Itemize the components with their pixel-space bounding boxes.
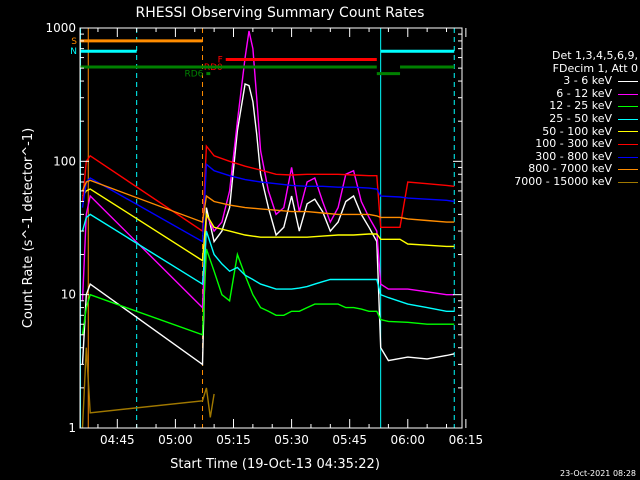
legend-entry: 25 - 50 keV bbox=[482, 111, 638, 126]
legend-entry-label: 800 - 7000 keV bbox=[528, 162, 612, 176]
legend-entry: 7000 - 15000 keV bbox=[482, 174, 638, 189]
legend-swatch bbox=[618, 156, 638, 158]
x-tick-label-4: 05:45 bbox=[332, 433, 367, 447]
series-line-6 bbox=[81, 162, 455, 243]
annotation-label-3: F bbox=[218, 56, 223, 66]
axes: 1 10 100 1000 04:45 05:00 05:15 05:30 05:45 06:00… bbox=[45, 21, 483, 447]
legend-entry: 300 - 800 keV bbox=[482, 149, 638, 164]
legend-entry-label: 3 - 6 keV bbox=[563, 74, 612, 88]
series-line-0 bbox=[81, 83, 455, 366]
series-line-7 bbox=[81, 179, 455, 224]
y-tick-label-1: 10 bbox=[61, 288, 76, 302]
legend-swatch bbox=[618, 118, 638, 120]
legend-detector-line: Det 1,3,4,5,6,9, bbox=[551, 49, 638, 62]
legend-swatch bbox=[618, 80, 638, 82]
series-line-4 bbox=[81, 188, 455, 262]
legend-swatch bbox=[618, 181, 638, 183]
annotation-label-7: RD6 bbox=[184, 70, 203, 80]
x-tick-label-2: 05:15 bbox=[216, 433, 251, 447]
chart-title: RHESSI Observing Summary Count Rates bbox=[136, 5, 425, 21]
legend-swatch bbox=[618, 131, 638, 133]
plot-frame bbox=[79, 27, 463, 429]
annotation-label-1: N bbox=[70, 47, 77, 57]
legend-entry: 3 - 6 keV bbox=[482, 75, 638, 88]
x-tick-label-3: 05:30 bbox=[274, 433, 309, 447]
series-line-2 bbox=[81, 248, 455, 336]
x-tick-label-5: 06:00 bbox=[390, 433, 425, 447]
plot-area: SNFRD0RD6 bbox=[70, 28, 455, 429]
legend-entry-label: 300 - 800 keV bbox=[535, 149, 612, 163]
y-tick-label-3: 1000 bbox=[45, 21, 76, 35]
legend-entry-label: 7000 - 15000 keV bbox=[514, 174, 612, 188]
x-axis-label: Start Time (19-Oct-13 04:35:22) bbox=[170, 457, 380, 472]
annotation-label-0: S bbox=[71, 37, 77, 47]
x-tick-label-6: 06:15 bbox=[449, 433, 484, 447]
legend-entry: 100 - 300 keV bbox=[482, 138, 638, 151]
legend-entries: 3 - 6 keV 6 - 12 keV 12 - 25 keV 25 - 50 ke… bbox=[482, 75, 638, 188]
generated-timestamp: 23-Oct-2021 08:28 bbox=[560, 469, 636, 478]
legend-decimation-line: FDecim 1, Att 0 bbox=[552, 61, 638, 75]
legend-entry: 800 - 7000 keV bbox=[482, 163, 638, 176]
y-tick-label-2: 100 bbox=[53, 154, 76, 168]
series-line-3 bbox=[81, 213, 455, 312]
x-tick-label-1: 05:00 bbox=[158, 433, 193, 447]
legend-swatch bbox=[618, 106, 638, 108]
x-tick-label-0: 04:45 bbox=[100, 433, 135, 447]
series-line-1 bbox=[81, 30, 455, 310]
y-axis-label: Count Rate (s^-1 detector^-1) bbox=[21, 128, 36, 328]
legend-entry: 6 - 12 keV bbox=[482, 86, 638, 101]
legend-swatch bbox=[618, 143, 638, 145]
legend-entry-label: 6 - 12 keV bbox=[556, 86, 612, 100]
legend-entry-label: 100 - 300 keV bbox=[535, 137, 612, 151]
legend-entry: 12 - 25 keV bbox=[482, 100, 638, 113]
legend-entry-label: 12 - 25 keV bbox=[549, 99, 612, 113]
legend-entry-label: 25 - 50 keV bbox=[549, 111, 612, 125]
legend-entry: 50 - 100 keV bbox=[482, 124, 638, 139]
legend-entry-label: 50 - 100 keV bbox=[542, 124, 612, 138]
legend-swatch bbox=[618, 93, 638, 95]
legend-swatch bbox=[618, 169, 638, 171]
series-line-5 bbox=[81, 144, 455, 233]
legend: Det 1,3,4,5,6,9, FDecim 1, Att 0 3 - 6 k… bbox=[482, 49, 638, 189]
y-tick-label-0: 1 bbox=[68, 421, 76, 435]
series-line-8 bbox=[81, 347, 215, 429]
